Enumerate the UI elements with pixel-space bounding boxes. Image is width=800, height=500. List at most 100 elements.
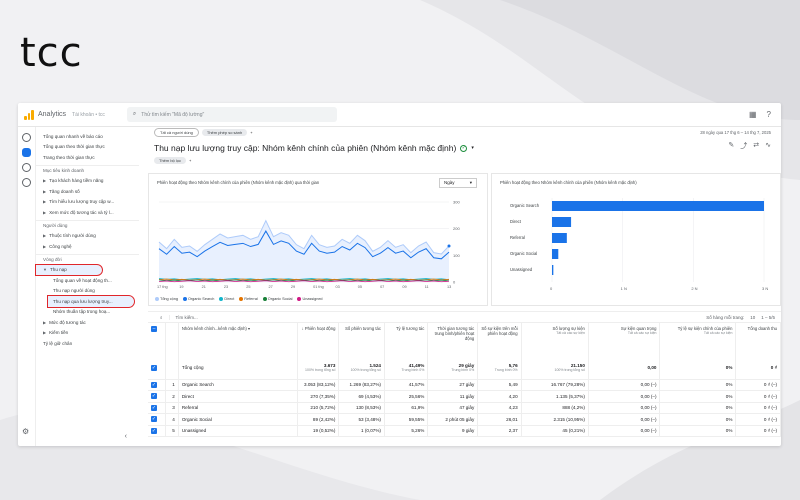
line-chart-panel: Phiên hoạt động theo Nhóm kênh chính của… (148, 173, 488, 306)
sidebar-item-engagement-rate[interactable]: ▶ Xem mức độ tương tác và tỷ l... (36, 207, 139, 218)
home-icon[interactable] (22, 133, 31, 142)
data-table: – Nhóm kênh chính...kênh mặc định) ▾ ↓ P… (148, 323, 781, 437)
rows-per-page-select[interactable]: 10 (750, 314, 756, 320)
add-comparison-chip[interactable]: Thêm phép so sánh (201, 128, 248, 136)
y-tick-label: 0 (453, 280, 456, 285)
sidebar-item-user-acquisition[interactable]: Thu nạp người dùng (53, 288, 95, 294)
sidebar-item-tech[interactable]: ▶ Công nghệ (36, 241, 139, 252)
header-session-key-event-rate[interactable]: Tỷ lệ sự kiện chính của phiên Tất cả các … (659, 323, 737, 357)
row-channel[interactable]: Direct (178, 390, 299, 403)
sidebar-item-snapshot[interactable]: Tổng quan nhanh về báo cáo (43, 133, 103, 139)
segment-chip-all-users[interactable]: Tất cả người dùng (154, 127, 199, 137)
header-event-count[interactable]: Số lượng sự kiện Tất cả các sự kiện (521, 323, 589, 357)
sidebar-item-realtime-overview[interactable]: Tổng quan theo thời gian thực (43, 144, 105, 150)
share-icon[interactable]: ⤴ (740, 143, 748, 150)
header-dimension[interactable]: Nhóm kênh chính...kênh mặc định) ▾ (178, 323, 299, 357)
account-selector[interactable]: Tài khoản • tcc (72, 111, 105, 118)
x-tick-label: 25 (246, 285, 250, 289)
report-title-row: Thu nạp lưu lượng truy cập: Nhóm kênh ch… (142, 143, 781, 153)
reports-icon[interactable] (22, 148, 31, 157)
sidebar-item-traffic[interactable]: ▶ Tìm hiểu lưu lượng truy cập w... (36, 197, 139, 208)
title-dropdown-icon[interactable]: ▾ (471, 145, 474, 151)
table-row[interactable]: ✓ 1 Organic Search 3.053 (83,12%) 1.269 (83,… (148, 379, 781, 391)
x-tick-label: 23 (224, 285, 228, 289)
row-checkbox[interactable]: ✓ (151, 381, 157, 388)
legend-referral[interactable]: Referral (239, 297, 258, 301)
compare-icon[interactable]: ⇄ (753, 142, 760, 149)
x-tick-label: 21 (202, 285, 206, 289)
sidebar-item-engagement[interactable]: ▶ Mức độ tương tác (36, 317, 139, 328)
legend-organic-social[interactable]: Organic Social (262, 297, 292, 301)
add-icon[interactable]: + (250, 129, 253, 135)
row-cell: 0% (659, 413, 737, 426)
sidebar-item-acquisition[interactable]: ▼ Thu nạp (35, 263, 103, 276)
add-filter-chip[interactable]: Thêm bộ lọc (154, 157, 187, 164)
table-search-input[interactable]: Tìm kiếm... (168, 314, 249, 320)
header-avg-engagement-time[interactable]: Thời gian tương tác trung bình/phiên hoạ… (427, 323, 479, 357)
sidebar-item-realtime-pages[interactable]: Trang theo thời gian thực (43, 154, 95, 160)
x-tick-label: 07 (380, 285, 384, 289)
legend-direct[interactable]: Direct (219, 297, 234, 301)
table-row[interactable]: ✓ 2 Direct 270 (7,35%) 69 (4,53%) 25,56% 11 gi… (148, 390, 781, 403)
help-icon[interactable]: ? (766, 110, 771, 119)
header-events-per-session[interactable]: Số sự kiện trên mỗi phiên hoạt động (477, 323, 522, 357)
row-cell: 0,00 (–) (588, 425, 661, 437)
advertising-icon[interactable] (22, 178, 31, 187)
item-label: Tìm hiểu lưu lượng truy cập w... (49, 199, 115, 205)
explore-icon[interactable] (22, 163, 31, 172)
row-checkbox[interactable]: ✓ (151, 393, 157, 400)
row-channel[interactable]: Organic Social (178, 413, 299, 426)
bar-category-label: Direct (510, 219, 522, 224)
row-checkbox[interactable]: ✓ (151, 404, 157, 411)
checkbox-icon[interactable]: ✓ (151, 364, 157, 371)
row-channel[interactable]: Referral (178, 402, 299, 414)
row-checkbox[interactable]: ✓ (151, 416, 157, 423)
sidebar-section-business[interactable]: Mục tiêu kinh doanh (36, 164, 139, 176)
header-engaged-sessions[interactable]: Số phiên tương tác (338, 323, 385, 357)
row-channel[interactable]: Unassigned (178, 425, 299, 437)
sidebar-item-traffic-acquisition[interactable]: Thu nạp qua lưu lượng truy... (47, 295, 135, 308)
header-select-all[interactable]: – (148, 323, 166, 357)
sidebar-item-cohort[interactable]: Nhóm thuần tập trong hoạ... (53, 309, 111, 315)
table-row[interactable]: ✓ 4 Organic Social 89 (2,42%) 53 (3,48%) 59,5… (148, 413, 781, 426)
legend-unassigned[interactable]: Unassigned (297, 297, 323, 301)
sidebar-item-retention[interactable]: Tỷ lệ giữ chân (43, 340, 73, 346)
dim-header-label: Nhóm kênh chính...kênh mặc định) (181, 326, 247, 331)
sidebar-item-acq-overview[interactable]: Tổng quan về hoạt động th... (53, 277, 112, 283)
header-sessions[interactable]: ↓ Phiên hoạt động (297, 323, 340, 357)
date-range-picker[interactable]: 28 ngày qua 17 thg 6 – 14 thg 7, 2025 (700, 129, 771, 135)
sidebar-item-leads[interactable]: ▶ Tạo khách hàng tiềm năng (36, 176, 139, 187)
row-cell: 0% (659, 379, 737, 391)
legend-total[interactable]: Tổng cộng (155, 297, 178, 301)
granularity-dropdown[interactable]: Ngày ▾ (439, 178, 477, 188)
table-row[interactable]: ✓ 5 Unassigned 19 (0,52%) 1 (0,07%) 5,26% 9 gi… (148, 425, 781, 437)
header-key-events[interactable]: Sự kiện quan trọng Tất cả các sự kiện (588, 323, 661, 357)
x-tick-label: 11 (425, 285, 429, 289)
add-filter-icon[interactable]: + (189, 158, 192, 163)
table-row[interactable]: ✓ 3 Referral 210 (5,72%) 130 (8,53%) 61,9% 47 … (148, 402, 781, 414)
row-cell: 0 ₫ (–) (735, 425, 781, 437)
sidebar-section-users[interactable]: Người dùng (36, 219, 139, 231)
sidebar-section-lifecycle[interactable]: Vòng đời (36, 253, 139, 265)
caret-down-icon: ▼ (43, 267, 47, 273)
row-checkbox[interactable]: ✓ (151, 427, 157, 434)
sidebar-item-user-attributes[interactable]: ▶ Thuộc tính người dùng (36, 231, 139, 242)
header-engagement-rate[interactable]: Tỷ lệ tương tác (384, 323, 429, 357)
sidebar-item-monetization[interactable]: ▶ Kiếm tiền (36, 328, 139, 339)
sidebar-item-sales[interactable]: ▶ Tăng doanh số (36, 186, 139, 197)
x-tick-label: 29 (291, 285, 295, 289)
row-channel[interactable]: Organic Search (178, 379, 299, 391)
checkbox-icon: – (151, 326, 157, 332)
total-cell: 0 ₫ (735, 357, 781, 380)
edit-report-icon[interactable]: ✎ (728, 142, 735, 149)
gear-icon[interactable]: ⚙ (22, 427, 30, 436)
collapse-sidebar-icon[interactable]: ‹ (124, 433, 127, 440)
bar-chart-title: Phiên hoạt động theo Nhóm kênh chính của… (500, 180, 637, 185)
legend-organic-search[interactable]: Organic Search (182, 297, 214, 301)
header-total-revenue[interactable]: Tổng doanh thu (735, 323, 781, 357)
search-input[interactable]: ⌕ Thử tìm kiếm "Mã độ lường" (126, 107, 337, 122)
apps-grid-icon[interactable]: ▦ (748, 110, 757, 119)
insights-icon[interactable]: ∿ (765, 142, 771, 149)
total-area (159, 220, 449, 282)
row-cell: 41,57% (384, 379, 429, 391)
